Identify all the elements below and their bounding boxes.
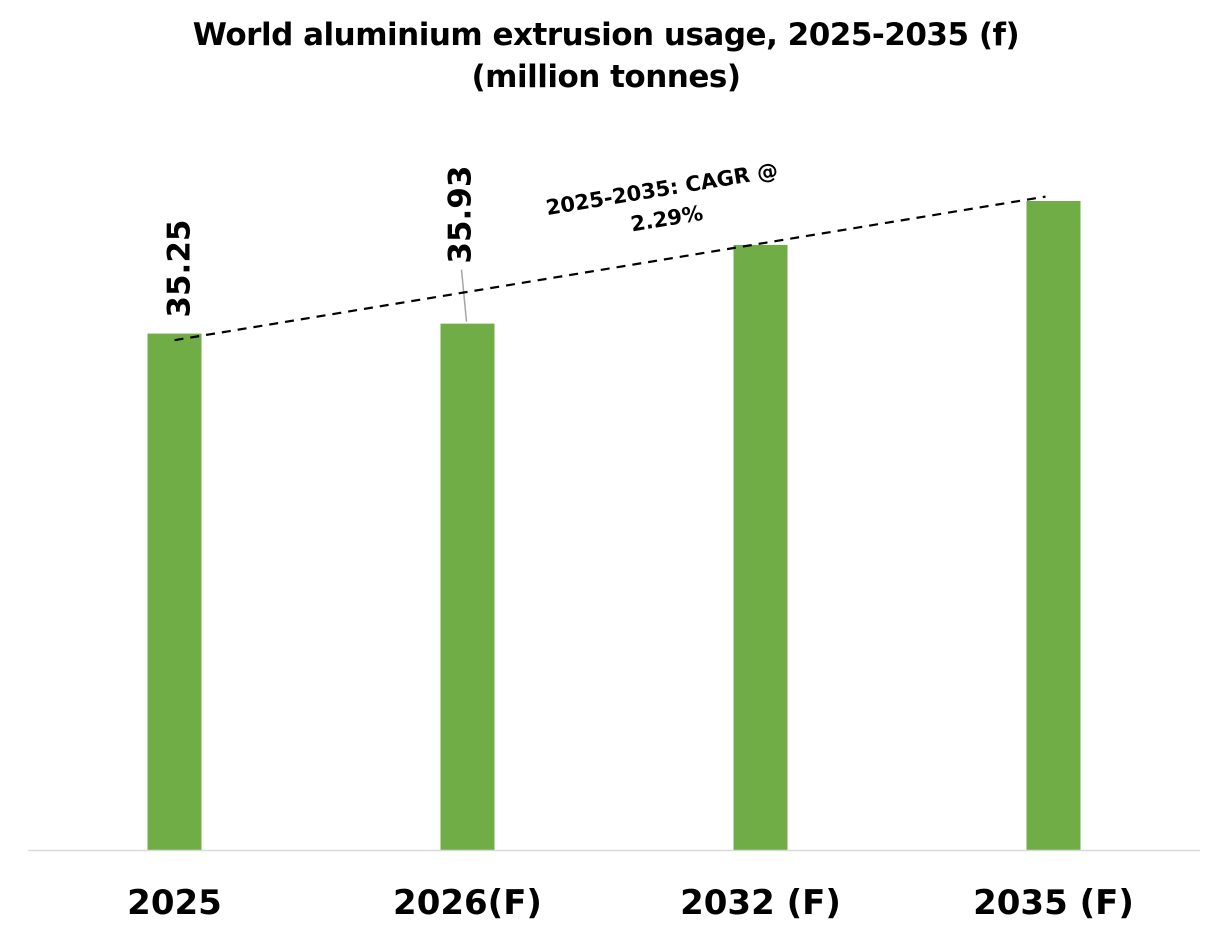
cagr-label: 2025-2035: CAGR @2.29% <box>544 158 779 237</box>
x-tick-label-2: 2026(F) <box>393 883 542 923</box>
chart-subtitle-text: (million tonnes) <box>471 59 741 95</box>
data-label-2: 35.93 <box>443 166 479 264</box>
bar-4 <box>1026 201 1081 850</box>
bars-layer <box>147 201 1081 850</box>
x-tick-label-1: 2025 <box>127 883 222 923</box>
data-label-leader-2 <box>460 269 468 322</box>
x-tick-label-4: 2035 (F) <box>973 883 1134 923</box>
chart-title: World aluminium extrusion usage, 2025-20… <box>0 14 1212 98</box>
bar-1 <box>147 333 202 850</box>
trendline-layer: 2025-2035: CAGR @2.29% <box>174 158 1046 342</box>
x-axis: 2025 2026(F) 2032 (F) 2035 (F) <box>28 849 1200 923</box>
chart-title-text: World aluminium extrusion usage, 2025-20… <box>192 17 1020 53</box>
bar-3 <box>733 244 788 850</box>
bar-2 <box>440 323 495 850</box>
cagr-trendline <box>174 195 1046 342</box>
labels-layer: 35.25 35.93 <box>162 166 479 322</box>
data-label-1: 35.25 <box>162 220 198 318</box>
cagr-label-line-2: 2.29% <box>629 201 705 237</box>
x-tick-label-3: 2032 (F) <box>680 883 841 923</box>
